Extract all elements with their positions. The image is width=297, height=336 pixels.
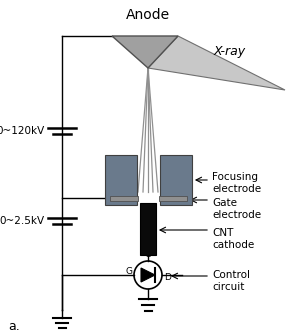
- FancyBboxPatch shape: [105, 155, 137, 205]
- Text: CNT
cathode: CNT cathode: [212, 228, 254, 250]
- FancyBboxPatch shape: [110, 196, 138, 201]
- Text: S: S: [145, 250, 151, 259]
- Text: G: G: [125, 266, 132, 276]
- Text: 0~2.5kV: 0~2.5kV: [0, 216, 45, 226]
- Text: Control
circuit: Control circuit: [212, 270, 250, 292]
- FancyBboxPatch shape: [160, 155, 192, 205]
- Text: X-ray: X-ray: [214, 45, 246, 58]
- Text: a.: a.: [8, 320, 20, 333]
- Polygon shape: [112, 36, 178, 68]
- Text: Gate
electrode: Gate electrode: [212, 198, 261, 220]
- FancyBboxPatch shape: [140, 203, 156, 255]
- Text: D: D: [164, 272, 171, 282]
- Text: 0~120kV: 0~120kV: [0, 126, 45, 136]
- Polygon shape: [141, 268, 155, 282]
- Polygon shape: [148, 36, 285, 90]
- Text: Focusing
electrode: Focusing electrode: [212, 172, 261, 194]
- Text: Anode: Anode: [126, 8, 170, 22]
- FancyBboxPatch shape: [159, 196, 187, 201]
